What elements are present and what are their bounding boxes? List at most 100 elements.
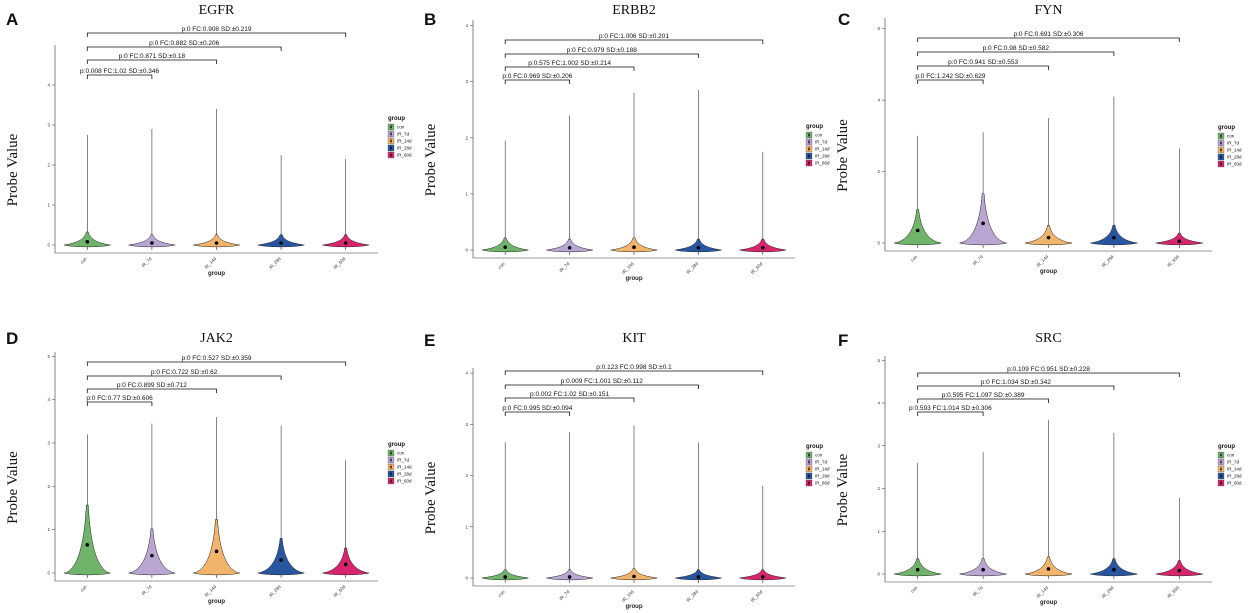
y-tick-label: 5 <box>47 354 50 359</box>
x-axis-label: group <box>626 276 643 282</box>
legend: group con IR_7d IR_14d IR_28d IR_60d <box>805 124 830 167</box>
comparison-label: p:0.109 FC:0.951 SD:±0.228 <box>1007 366 1090 373</box>
legend-item-label: IR_7d <box>1227 460 1240 465</box>
legend: group con IR_7d IR_14d IR_28d IR_60d <box>1217 444 1242 487</box>
comparison-label: p:0 FC:0.871 SD:±0.18 <box>119 53 186 60</box>
legend-item-label: con <box>815 453 823 458</box>
violin-con <box>894 209 942 246</box>
violin-ir-28d <box>257 234 305 248</box>
legend-item-label: con <box>397 125 405 130</box>
y-tick-label: 0 <box>465 248 468 253</box>
x-tick-label: IR_7d <box>972 585 984 597</box>
median-point <box>567 575 572 579</box>
y-tick-label: 4 <box>47 83 50 88</box>
x-tick-label: con <box>79 256 88 265</box>
y-tick-label: 4 <box>47 397 50 402</box>
legend-item-label: IR_28d <box>1227 474 1242 479</box>
violin-con <box>63 231 111 248</box>
panel-title: EGFR <box>199 3 235 18</box>
x-tick-label: IR_28d <box>1101 254 1115 268</box>
legend-item-label: IR_28d <box>815 474 830 479</box>
comparison-bracket <box>917 37 1180 42</box>
x-tick-label: IR_60d <box>1166 254 1180 268</box>
legend-item-label: IR_28d <box>397 146 412 151</box>
y-tick-label: 4 <box>877 401 880 406</box>
legend-swatch-dot <box>808 134 810 136</box>
y-tick-label: 4 <box>877 98 880 103</box>
panel-b: B ERBB2 0 1 2 3 4 Probe Value group con IR_7d IR_14… <box>423 3 830 282</box>
comparison-bracket <box>86 375 282 380</box>
median-point <box>343 241 348 245</box>
legend-title: group <box>806 444 823 450</box>
legend-item-label: IR_28d <box>397 472 412 477</box>
y-tick-label: 0 <box>877 241 880 246</box>
legend-item-label: IR_14d <box>1227 148 1242 153</box>
y-tick-label: 3 <box>47 123 50 128</box>
legend-item-label: con <box>815 133 823 138</box>
median-point <box>1112 235 1116 240</box>
comparison-bracket <box>504 370 764 375</box>
comparison-label: p:0 FC:0.691 SD:±0.306 <box>1013 31 1083 38</box>
legend-item-label: IR_7d <box>815 460 828 465</box>
comparison-label: p:0 FC:0.527 SD:±0.359 <box>181 355 251 362</box>
violin-ir-60d <box>739 569 787 581</box>
x-tick-label: IR_14d <box>621 589 635 603</box>
comparison-bracket <box>86 32 347 37</box>
panel-a: A EGFR 0 1 2 3 4 Probe Value group con IR_7d IR_14d… <box>5 3 412 277</box>
legend-swatch-dot <box>808 141 810 143</box>
x-tick-label: IR_28d <box>1101 585 1115 599</box>
violin-con <box>481 237 529 253</box>
violin-ir-14d <box>610 237 658 253</box>
legend-title: group <box>1218 125 1235 131</box>
legend-swatch-dot <box>390 480 392 482</box>
x-tick-label: con <box>910 585 919 594</box>
panel-letter: B <box>424 10 436 29</box>
panel-d: D JAK2 0 1 2 3 4 5 Probe Value group con IR_7d IR_14… <box>5 329 412 605</box>
x-tick-label: IR_60d <box>333 584 347 598</box>
y-tick-label: 3 <box>47 441 50 446</box>
comparison-bracket <box>86 401 153 406</box>
violin-ir-28d <box>257 538 305 576</box>
x-tick-label: IR_60d <box>333 256 347 270</box>
legend-swatch-dot <box>808 155 810 157</box>
comparison-bracket <box>917 51 1115 56</box>
legend: group con IR_7d IR_14d IR_28d IR_60d <box>1217 125 1242 168</box>
violin-ir-60d <box>322 234 370 248</box>
legend: group con IR_7d IR_14d IR_28d IR_60d <box>387 116 412 159</box>
violin-con <box>894 558 942 577</box>
x-tick-label: IR_14d <box>621 261 635 275</box>
median-point <box>1046 235 1051 240</box>
legend-item-label: IR_14d <box>1227 467 1242 472</box>
comparison-bracket <box>504 397 635 402</box>
y-tick-label: 2 <box>465 135 468 140</box>
comparison-label: p:0 FC:0.77 SD:±0.606 <box>86 395 153 402</box>
violin-ir-60d <box>1155 560 1203 577</box>
median-point <box>85 543 90 547</box>
comparison-label: p:0.575 FC:1.002 SD:±0.214 <box>528 60 611 67</box>
violin-ir-28d <box>1090 558 1138 577</box>
comparison-label: p:0 FC:0.98 SD:±0.582 <box>983 45 1050 52</box>
comparison-bracket <box>504 66 635 71</box>
violin-ir-28d <box>675 238 722 253</box>
panel-e: E KIT 0 1 2 3 4 Probe Value group con IR_7d IR_14d I… <box>423 331 830 610</box>
violin-ir-14d <box>610 568 658 581</box>
median-point <box>214 549 219 554</box>
x-axis-label: group <box>208 599 225 605</box>
comparison-bracket <box>86 46 282 51</box>
y-tick-label: 0 <box>47 571 50 576</box>
panel-letter: C <box>838 10 850 29</box>
panel-letter: D <box>6 329 18 348</box>
x-tick-label: IR_28d <box>685 261 699 275</box>
legend-swatch-dot <box>1220 135 1222 137</box>
y-tick-label: 1 <box>47 527 50 532</box>
violin-con <box>481 569 529 581</box>
legend: group con IR_7d IR_14d IR_28d IR_60d <box>387 442 412 485</box>
median-point <box>279 558 283 562</box>
legend-item-label: IR_60d <box>815 161 830 166</box>
legend-swatch-dot <box>808 468 810 470</box>
violin-ir-60d <box>739 238 787 253</box>
median-point <box>915 567 920 572</box>
legend-swatch-dot <box>390 459 392 461</box>
legend-item-label: IR_60d <box>1227 162 1242 167</box>
comparison-bracket <box>504 411 570 416</box>
